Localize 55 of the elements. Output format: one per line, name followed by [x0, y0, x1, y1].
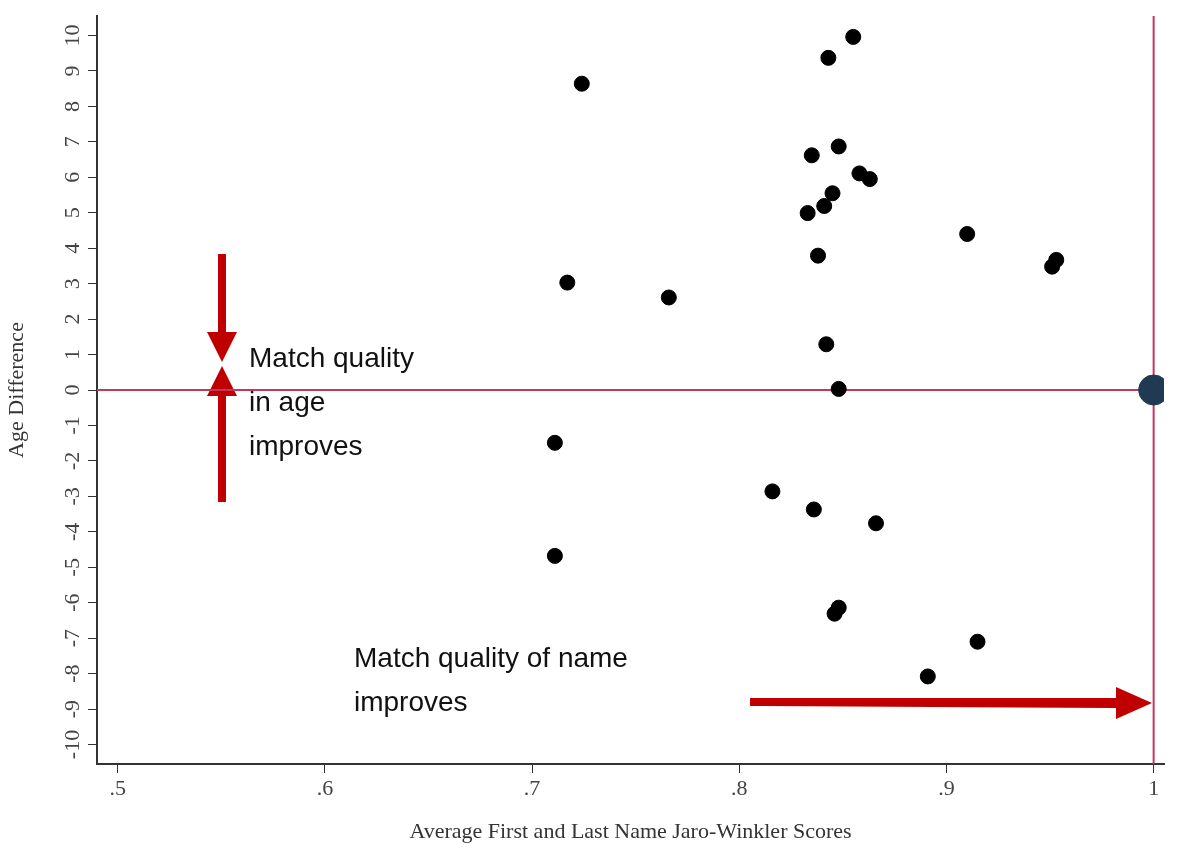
- x-tick-label: .9: [938, 774, 955, 800]
- point: [969, 633, 986, 650]
- y-tick-label: -7: [58, 628, 84, 648]
- y-tick-label: -3: [58, 487, 84, 506]
- point: [546, 547, 563, 564]
- y-tick-label: 3: [58, 278, 84, 290]
- point: [845, 28, 862, 45]
- point: [820, 49, 837, 66]
- y-tick-label: 6: [58, 171, 84, 183]
- point: [803, 147, 820, 164]
- x-tick-label: .5: [109, 774, 126, 800]
- y-tick-label: 5: [58, 207, 84, 219]
- point: [861, 171, 878, 188]
- x-tick-label: .8: [731, 774, 748, 800]
- y-tick-label: -9: [58, 699, 84, 719]
- y-tick-label: -4: [58, 522, 84, 541]
- point: [810, 247, 826, 264]
- y-tick-label: 10: [58, 24, 84, 47]
- point: [826, 605, 843, 622]
- point: [818, 336, 835, 353]
- x-tick-label: 1: [1148, 774, 1160, 800]
- point: [805, 501, 822, 518]
- x-axis-title: Average First and Last Name Jaro-Winkler Scores: [409, 817, 852, 843]
- annotation: Match quality of name improves: [354, 641, 629, 719]
- point: [830, 138, 847, 155]
- point: [546, 434, 563, 451]
- point: [816, 198, 833, 215]
- x-tick-label: .7: [523, 774, 541, 800]
- y-tick-label: -2: [58, 451, 84, 471]
- y-tick-label: -1: [58, 416, 84, 435]
- point: [919, 668, 936, 685]
- point: [1044, 258, 1061, 275]
- point: [830, 380, 847, 397]
- y-tick-label: 1: [58, 349, 84, 361]
- y-tick-label: 2: [58, 313, 84, 325]
- point: [764, 483, 781, 500]
- y-tick-label: 8: [58, 100, 84, 112]
- y-tick-label: 9: [58, 65, 84, 77]
- point: [799, 205, 816, 222]
- y-tick-label: -8: [58, 664, 84, 683]
- y-axis-title: Age Difference: [2, 322, 28, 458]
- annotation: Match quality in age improves: [249, 341, 415, 463]
- y-tick-label: -6: [58, 593, 84, 612]
- point: [868, 515, 885, 532]
- point: [959, 226, 976, 243]
- y-tick-label: -10: [58, 729, 84, 760]
- point: [573, 75, 590, 92]
- point: [660, 289, 677, 306]
- y-tick-label: -5: [58, 558, 84, 577]
- x-tick-label: .6: [316, 774, 334, 800]
- y-tick-label: 0: [58, 384, 84, 396]
- y-tick-label: 7: [58, 136, 84, 148]
- y-tick-label: 4: [58, 242, 84, 254]
- point: [559, 274, 576, 291]
- point: [824, 185, 841, 202]
